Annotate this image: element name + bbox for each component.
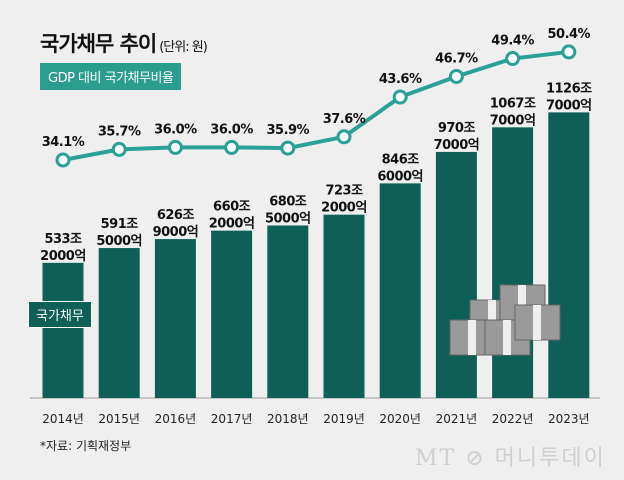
ratio-point (111, 141, 127, 157)
legend-bar-series: 국가채무 (28, 301, 92, 328)
bar (435, 151, 477, 398)
bar-value-label: 680조 (269, 194, 307, 209)
bar-value-label: 6000억 (377, 169, 423, 184)
bar-value-label: 1126조 (546, 81, 592, 96)
bar (154, 239, 196, 398)
bar-value-label: 846조 (382, 152, 420, 167)
x-tick-label: 2020년 (379, 412, 421, 426)
bar (323, 214, 365, 398)
ratio-value-label: 36.0% (154, 122, 197, 137)
ratio-point (280, 140, 296, 156)
bar (267, 225, 309, 398)
bar-value-label: 533조 (44, 232, 82, 247)
ratio-value-label: 49.4% (491, 34, 534, 49)
ratio-value-label: 36.0% (210, 122, 253, 137)
x-tick-label: 2016년 (155, 412, 197, 426)
x-tick-label: 2021년 (436, 412, 478, 426)
bar-value-label: 7000억 (490, 113, 536, 128)
bar (379, 183, 421, 398)
ratio-point (392, 89, 408, 105)
legend-line-series: GDP 대비 국가채무비율 (40, 63, 182, 90)
ratio-point (505, 51, 521, 67)
bar-value-label: 723조 (325, 184, 363, 199)
bar-value-label: 2000억 (209, 217, 255, 232)
ratio-point (167, 139, 183, 155)
ratio-value-label: 50.4% (547, 27, 590, 42)
publisher-logo: MT ⊘ 머니투데이 (415, 446, 606, 471)
ratio-point (55, 152, 71, 168)
ratio-value-label: 43.6% (379, 72, 422, 87)
bar (42, 262, 84, 398)
money-band-icon (503, 320, 511, 355)
x-tick-label: 2017년 (211, 412, 253, 426)
bar-value-label: 2000억 (40, 249, 86, 264)
money-band-icon (488, 300, 496, 335)
ratio-value-label: 34.1% (42, 135, 85, 150)
title-text: 국가채무 추이 (40, 32, 157, 56)
ratio-value-label: 37.6% (323, 112, 366, 127)
bar-value-label: 7000억 (546, 98, 592, 113)
ratio-value-label: 35.9% (266, 123, 309, 138)
x-tick-label: 2014년 (42, 412, 84, 426)
bar (211, 230, 253, 398)
bar-value-label: 626조 (157, 208, 195, 223)
bar-value-label: 7000억 (434, 138, 480, 153)
money-band-icon (468, 320, 476, 355)
bar-value-label: 660조 (213, 200, 251, 215)
bar-value-label: 9000억 (153, 225, 199, 240)
x-tick-label: 2023년 (548, 412, 590, 426)
x-tick-label: 2019년 (323, 412, 365, 426)
unit-label: (단위: 원) (159, 40, 208, 55)
bar-value-label: 2000억 (321, 201, 367, 216)
ratio-point (336, 129, 352, 145)
bar-value-label: 591조 (101, 217, 139, 232)
bar (548, 112, 590, 398)
ratio-point (448, 68, 464, 84)
money-band-icon (518, 285, 526, 320)
chart-title: 국가채무 추이 (단위: 원) (40, 28, 208, 58)
ratio-value-label: 35.7% (98, 124, 141, 139)
ratio-point (224, 139, 240, 155)
source-note: *자료: 기획재정부 (40, 439, 132, 453)
bar (98, 248, 140, 398)
bar-value-label: 970조 (438, 121, 476, 136)
bar-value-label: 1067조 (490, 96, 536, 111)
x-tick-label: 2015년 (98, 412, 140, 426)
ratio-line (62, 49, 570, 162)
ratio-value-label: 46.7% (435, 51, 478, 66)
bar-value-label: 5000억 (96, 234, 142, 249)
bar (492, 127, 534, 399)
ratio-point (561, 44, 577, 60)
x-tick-label: 2022년 (492, 412, 534, 426)
bar-value-label: 5000억 (265, 211, 311, 226)
x-tick-label: 2018년 (267, 412, 309, 426)
money-band-icon (533, 305, 541, 340)
